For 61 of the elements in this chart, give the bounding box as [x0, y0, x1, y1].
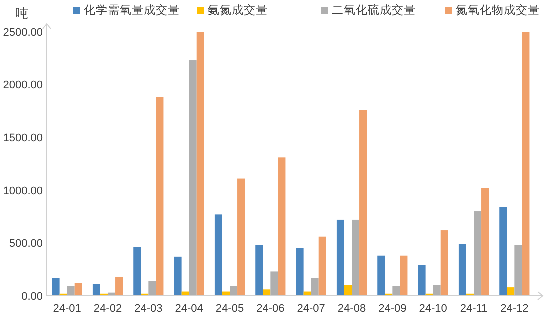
bar [278, 158, 286, 296]
y-axis-title: 吨 [16, 6, 28, 21]
bar [378, 256, 386, 296]
bar [500, 207, 508, 296]
bar [134, 247, 142, 296]
bar [263, 290, 271, 296]
bar [238, 178, 246, 296]
bar [67, 286, 75, 296]
y-tick-label: 1000.00 [3, 185, 43, 198]
x-tick-label: 24-12 [500, 303, 529, 315]
x-tick-label: 24-04 [175, 303, 204, 315]
bar [336, 220, 344, 296]
bar [148, 281, 156, 296]
bar [156, 97, 164, 296]
bar [352, 220, 360, 296]
x-tick-label: 24-10 [419, 303, 448, 315]
bar [256, 245, 264, 296]
x-tick-label: 24-02 [94, 303, 122, 315]
bar [311, 278, 319, 296]
bar [522, 32, 530, 296]
y-tick-label: 500.00 [9, 238, 43, 250]
x-tick-label: 24-07 [297, 303, 326, 315]
y-tick-label: 0.00 [22, 290, 43, 303]
bar [400, 256, 408, 296]
y-tick-label: 2000.00 [3, 80, 43, 92]
bar [482, 188, 490, 296]
bar [52, 278, 60, 296]
x-tick-label: 24-01 [53, 303, 82, 315]
bar [92, 284, 100, 296]
bar [440, 230, 448, 296]
bar [458, 244, 466, 296]
bar [116, 276, 124, 296]
y-tick-label: 2500.00 [3, 26, 43, 39]
bar [360, 110, 368, 296]
bar [433, 285, 441, 296]
bar [189, 60, 197, 296]
x-tick-label: 24-11 [460, 303, 488, 315]
bar [74, 283, 82, 296]
bar [344, 285, 352, 296]
x-tick-label: 24-03 [134, 303, 163, 315]
x-tick-label: 24-08 [338, 303, 366, 315]
bar [318, 236, 326, 296]
bar [196, 32, 204, 296]
legend-label: 氨氮成交量 [208, 3, 268, 17]
bar [418, 265, 426, 296]
bar [174, 256, 182, 296]
legend-label: 二氧化硫成交量 [332, 3, 416, 17]
legend-label: 化学需氧量成交量 [84, 3, 180, 17]
bar [514, 245, 522, 296]
y-tick-label: 1500.00 [3, 132, 43, 144]
bar [214, 214, 222, 296]
legend-label: 氮氧化物成交量 [456, 3, 540, 17]
x-tick-label: 24-06 [256, 303, 285, 315]
bar [392, 286, 400, 296]
x-tick-label: 24-05 [216, 303, 244, 315]
x-tick-label: 24-09 [378, 303, 407, 315]
bar [507, 288, 515, 296]
bar [270, 272, 278, 296]
bar [230, 286, 238, 296]
bar [474, 212, 482, 296]
bar [296, 248, 304, 296]
